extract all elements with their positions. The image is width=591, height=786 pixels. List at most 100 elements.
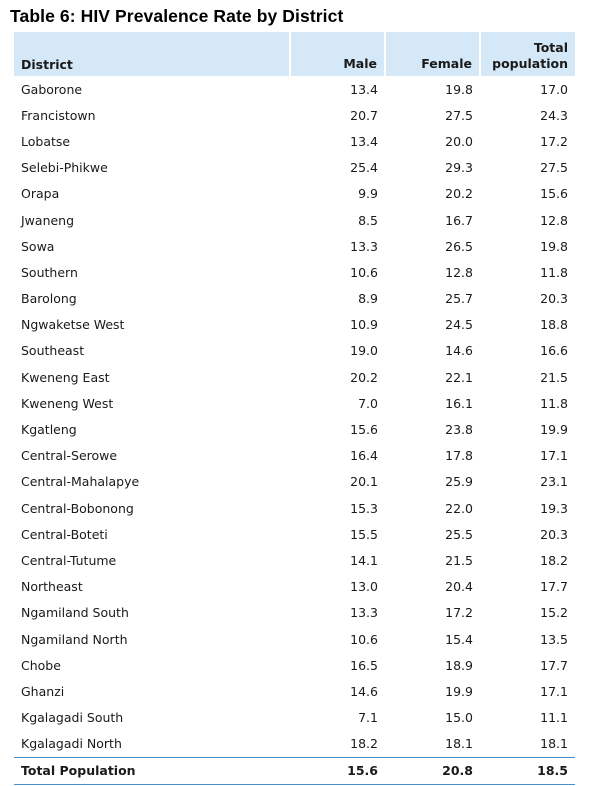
female-cell: 23.8 bbox=[385, 416, 480, 442]
district-cell: Central-Bobonong bbox=[14, 495, 290, 521]
district-cell: Sowa bbox=[14, 233, 290, 259]
male-cell: 20.2 bbox=[290, 364, 385, 390]
female-cell: 25.9 bbox=[385, 469, 480, 495]
female-cell: 16.7 bbox=[385, 207, 480, 233]
male-cell: 13.3 bbox=[290, 600, 385, 626]
table-title: Table 6: HIV Prevalence Rate by District bbox=[10, 6, 343, 27]
table-row: Kgatleng 15.6 23.8 19.9 bbox=[14, 416, 575, 442]
total-population-cell: 27.5 bbox=[480, 155, 575, 181]
table-row: Chobe 16.5 18.9 17.7 bbox=[14, 652, 575, 678]
total-population-cell: 11.8 bbox=[480, 390, 575, 416]
district-cell: Gaborone bbox=[14, 76, 290, 102]
male-cell: 8.5 bbox=[290, 207, 385, 233]
table-row: Francistown 20.7 27.5 24.3 bbox=[14, 102, 575, 128]
table-row: Central-Bobonong 15.3 22.0 19.3 bbox=[14, 495, 575, 521]
total-population-cell: 19.9 bbox=[480, 416, 575, 442]
district-cell: Kweneng West bbox=[14, 390, 290, 416]
total-population-cell: 18.1 bbox=[480, 731, 575, 758]
total-population-cell: 23.1 bbox=[480, 469, 575, 495]
female-cell: 12.8 bbox=[385, 259, 480, 285]
male-cell: 10.6 bbox=[290, 259, 385, 285]
female-cell: 15.0 bbox=[385, 705, 480, 731]
male-cell: 13.4 bbox=[290, 76, 385, 102]
total-population-cell: 17.2 bbox=[480, 128, 575, 154]
district-cell: Southeast bbox=[14, 338, 290, 364]
total-population-cell: 21.5 bbox=[480, 364, 575, 390]
district-cell: Jwaneng bbox=[14, 207, 290, 233]
total-population-cell: 13.5 bbox=[480, 626, 575, 652]
total-population-cell: 17.0 bbox=[480, 76, 575, 102]
male-cell: 15.3 bbox=[290, 495, 385, 521]
female-cell: 17.8 bbox=[385, 443, 480, 469]
female-cell: 20.2 bbox=[385, 181, 480, 207]
district-cell: Central-Boteti bbox=[14, 521, 290, 547]
total-population-cell: 19.8 bbox=[480, 233, 575, 259]
table-row: Orapa 9.9 20.2 15.6 bbox=[14, 181, 575, 207]
district-cell: Orapa bbox=[14, 181, 290, 207]
district-cell: Lobatse bbox=[14, 128, 290, 154]
table-row: Ngamiland North 10.6 15.4 13.5 bbox=[14, 626, 575, 652]
table-row: Southeast 19.0 14.6 16.6 bbox=[14, 338, 575, 364]
female-cell: 20.0 bbox=[385, 128, 480, 154]
total-row: Total Population 15.6 20.8 18.5 bbox=[14, 757, 575, 784]
district-cell: Ghanzi bbox=[14, 678, 290, 704]
total-population-cell: 18.8 bbox=[480, 312, 575, 338]
total-population-cell: 15.6 bbox=[480, 181, 575, 207]
female-cell: 27.5 bbox=[385, 102, 480, 128]
total-population-cell: 11.1 bbox=[480, 705, 575, 731]
female-cell: 22.0 bbox=[385, 495, 480, 521]
female-cell: 21.5 bbox=[385, 547, 480, 573]
male-cell: 20.7 bbox=[290, 102, 385, 128]
table-row: Ngwaketse West 10.9 24.5 18.8 bbox=[14, 312, 575, 338]
total-male-cell: 15.6 bbox=[290, 757, 385, 784]
table-row: Gaborone 13.4 19.8 17.0 bbox=[14, 76, 575, 102]
total-population-cell: 24.3 bbox=[480, 102, 575, 128]
female-cell: 29.3 bbox=[385, 155, 480, 181]
total-population-cell: 18.5 bbox=[480, 757, 575, 784]
male-cell: 8.9 bbox=[290, 286, 385, 312]
male-cell: 7.1 bbox=[290, 705, 385, 731]
male-cell: 25.4 bbox=[290, 155, 385, 181]
total-population-cell: 15.2 bbox=[480, 600, 575, 626]
total-population-cell: 20.3 bbox=[480, 521, 575, 547]
table-row: Barolong 8.9 25.7 20.3 bbox=[14, 286, 575, 312]
female-cell: 14.6 bbox=[385, 338, 480, 364]
table-row: Southern 10.6 12.8 11.8 bbox=[14, 259, 575, 285]
female-cell: 26.5 bbox=[385, 233, 480, 259]
district-cell: Central-Tutume bbox=[14, 547, 290, 573]
table-row: Kgalagadi North 18.2 18.1 18.1 bbox=[14, 731, 575, 758]
female-cell: 18.1 bbox=[385, 731, 480, 758]
district-cell: Ngamiland South bbox=[14, 600, 290, 626]
district-cell: Kgalagadi North bbox=[14, 731, 290, 758]
total-population-cell: 17.1 bbox=[480, 678, 575, 704]
total-population-cell: 20.3 bbox=[480, 286, 575, 312]
district-cell: Barolong bbox=[14, 286, 290, 312]
female-cell: 20.4 bbox=[385, 574, 480, 600]
table-row: Kweneng East 20.2 22.1 21.5 bbox=[14, 364, 575, 390]
male-cell: 18.2 bbox=[290, 731, 385, 758]
female-cell: 15.4 bbox=[385, 626, 480, 652]
district-cell: Kweneng East bbox=[14, 364, 290, 390]
table-row: Selebi-Phikwe 25.4 29.3 27.5 bbox=[14, 155, 575, 181]
total-population-cell: 12.8 bbox=[480, 207, 575, 233]
table-row: Central-Serowe 16.4 17.8 17.1 bbox=[14, 443, 575, 469]
district-cell: Francistown bbox=[14, 102, 290, 128]
header-total-population-label: Total population bbox=[492, 40, 568, 72]
table-row: Central-Boteti 15.5 25.5 20.3 bbox=[14, 521, 575, 547]
male-cell: 7.0 bbox=[290, 390, 385, 416]
female-cell: 19.8 bbox=[385, 76, 480, 102]
male-cell: 13.0 bbox=[290, 574, 385, 600]
total-district-cell: Total Population bbox=[14, 757, 290, 784]
header-female: Female bbox=[385, 32, 480, 76]
table-row: Central-Mahalapye 20.1 25.9 23.1 bbox=[14, 469, 575, 495]
header-district: District bbox=[14, 32, 290, 76]
male-cell: 19.0 bbox=[290, 338, 385, 364]
header-total-population: Total population bbox=[480, 32, 575, 76]
total-female-cell: 20.8 bbox=[385, 757, 480, 784]
table-header-row: District Male Female Total population bbox=[14, 32, 575, 76]
district-cell: Central-Serowe bbox=[14, 443, 290, 469]
hiv-prevalence-table: District Male Female Total population Ga… bbox=[14, 32, 575, 785]
male-cell: 16.4 bbox=[290, 443, 385, 469]
total-population-cell: 17.1 bbox=[480, 443, 575, 469]
male-cell: 16.5 bbox=[290, 652, 385, 678]
